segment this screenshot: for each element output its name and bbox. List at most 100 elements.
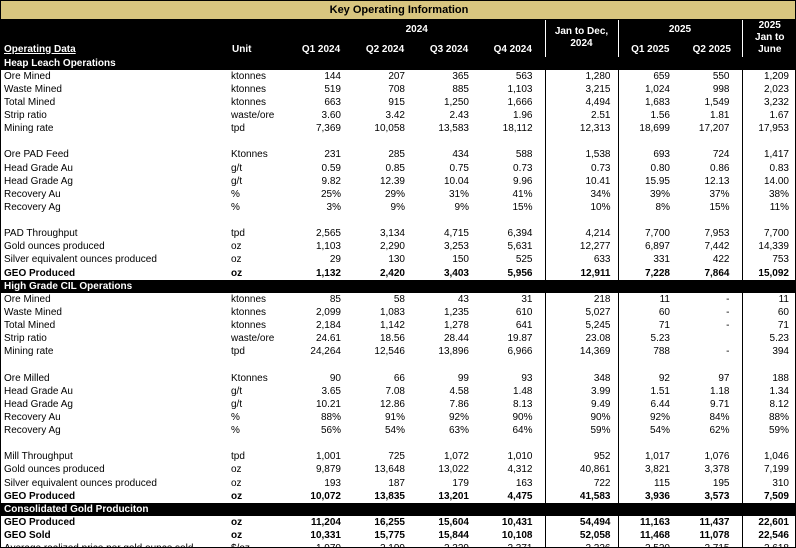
row-label: Mill Throughput [4, 451, 73, 463]
cell-value: 285 [388, 149, 405, 161]
cell-value: 14,339 [741, 240, 795, 254]
cell-value: 1,970 [289, 542, 353, 547]
cell-value [353, 437, 417, 450]
cell-value: 88% [320, 411, 341, 423]
cell-value [618, 135, 682, 148]
cell-value: 3,378 [704, 464, 730, 476]
cell-value: 16,255 [374, 516, 405, 528]
cell-value: 2,099 [315, 306, 341, 318]
row-label [1, 437, 229, 450]
row-unit: oz [231, 267, 243, 279]
cell-value: 1,209 [741, 69, 795, 83]
row-label: GEO Sold [4, 530, 51, 542]
cell-value [289, 135, 353, 148]
row-label: GEO Produced [4, 490, 76, 502]
cell-value: 11,437 [699, 516, 730, 528]
cell-value: 588 [515, 149, 533, 161]
cell-value [618, 358, 682, 371]
cell-value: 722 [544, 476, 619, 490]
row-label: Silver equivalent ounces produced [4, 477, 157, 489]
cell-value: 1.56 [650, 110, 670, 122]
cell-value: 2,199 [353, 542, 417, 547]
row-unit: Ktonnes [231, 372, 268, 384]
jan-to-dec-2024-header: Jan to Dec, 2024 [544, 19, 619, 57]
cell-value: 13,022 [438, 464, 469, 476]
cell-value: 1,132 [315, 267, 341, 279]
cell-value: - [726, 293, 730, 305]
cell-value: 753 [741, 253, 795, 267]
cell-value [417, 135, 481, 148]
cell-value: 43 [457, 293, 469, 305]
cell-value: 59% [741, 424, 795, 438]
row-label: Ore Mined [4, 70, 51, 82]
q1-2024-column-header: Q1 2024 [289, 35, 353, 57]
cell-value: 7.86 [449, 398, 469, 410]
cell-value: 1,280 [544, 69, 619, 83]
cell-value: 10.04 [443, 175, 469, 187]
row-label: Ore PAD Feed [4, 149, 69, 161]
cell-value [417, 358, 481, 371]
cell-value: 7,864 [704, 267, 730, 279]
cell-value: 15% [709, 201, 730, 213]
cell-value: 2,023 [741, 82, 795, 96]
cell-value: 1.34 [741, 384, 795, 398]
cell-value: 17,953 [741, 122, 795, 136]
row-label: Mining rate [4, 346, 54, 358]
cell-value: 659 [653, 70, 670, 82]
cell-value: 15,844 [438, 530, 469, 542]
cell-value: 1,417 [741, 148, 795, 162]
row-label: GEO Produced [4, 516, 76, 528]
table-row: Waste Mined ktonnes 519 708 885 1,103 3,215 1,0… [1, 82, 795, 96]
cell-value: 60 [658, 306, 670, 318]
row-unit: g/t [231, 162, 243, 174]
table-row: GEO Produced oz 10,072 13,835 13,201 4,475 41,… [1, 489, 795, 503]
cell-value: 7,228 [644, 267, 670, 279]
row-unit: g/t [231, 398, 243, 410]
cell-value [417, 437, 481, 450]
cell-value: 15% [512, 201, 533, 213]
cell-value: 3.42 [385, 110, 405, 122]
cell-value: 365 [452, 70, 469, 82]
cell-value: 724 [712, 149, 730, 161]
cell-value: 563 [515, 70, 533, 82]
cell-value: 0.59 [321, 162, 341, 174]
cell-value: 348 [544, 371, 619, 385]
cell-value [741, 437, 795, 451]
row-unit: oz [231, 530, 243, 542]
cell-value: 5.23 [741, 332, 795, 346]
cell-value: 18.56 [379, 333, 405, 345]
cell-value: 10.21 [315, 398, 341, 410]
cell-value: 13,835 [374, 490, 405, 502]
table-row: Ore Milled Ktonnes 90 66 99 93 348 92 97 188 [1, 371, 795, 385]
cell-value: - [726, 320, 730, 332]
spacer-row [1, 358, 795, 372]
cell-value: 54% [649, 425, 670, 437]
q3-2024-column-header: Q3 2024 [417, 35, 481, 57]
cell-value: 10,108 [501, 530, 533, 542]
cell-value: 144 [324, 70, 341, 82]
table-row: Head Grade Au g/t 3.65 7.08 4.58 1.48 3.99 1.51… [1, 384, 795, 398]
row-unit: g/t [231, 385, 243, 397]
cell-value: 8.12 [741, 397, 795, 411]
cell-value: 6,966 [507, 346, 533, 358]
section-header-row: Heap Leach Operations [1, 56, 795, 70]
cell-value: 31 [521, 293, 533, 305]
cell-value: 2,184 [315, 320, 341, 332]
table-row: Waste Mined ktonnes 2,099 1,083 1,235 610 5,02… [1, 305, 795, 319]
cell-value: 641 [515, 320, 533, 332]
cell-value: 12,546 [374, 346, 405, 358]
cell-value: 85 [329, 293, 341, 305]
row-unit: ktonnes [231, 96, 267, 108]
row-label: Gold ounces produced [4, 464, 105, 476]
cell-value: 91% [384, 411, 405, 423]
cell-value: 11 [659, 293, 670, 305]
cell-value: 3,215 [544, 82, 619, 96]
cell-value: 97 [718, 372, 730, 384]
cell-value: 693 [653, 149, 670, 161]
cell-value: 37% [709, 188, 730, 200]
section-title: High Grade CIL Operations [1, 279, 795, 293]
table-row: GEO Produced oz 1,132 2,420 3,403 5,956 12,911… [1, 266, 795, 280]
cell-value: 15,604 [438, 516, 469, 528]
cell-value: 7,509 [741, 489, 795, 503]
cell-value: 1,250 [443, 96, 469, 108]
